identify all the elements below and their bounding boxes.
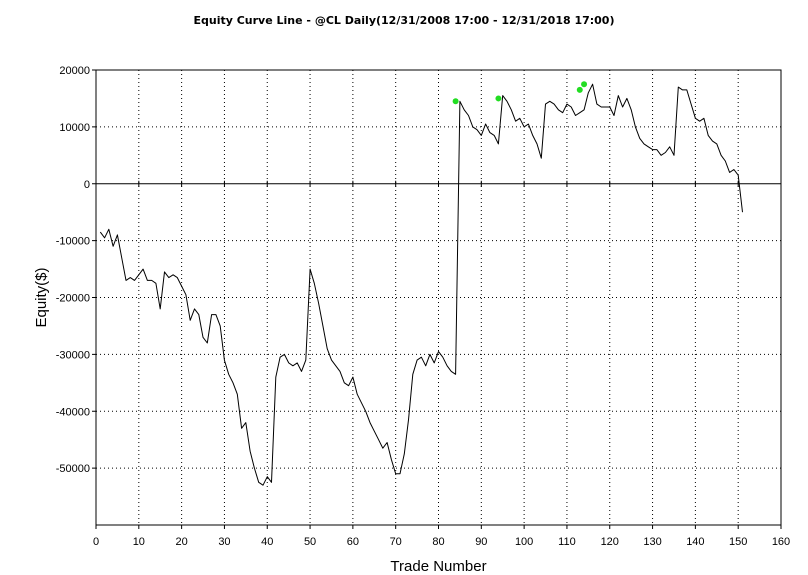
x-tick-label: 110 <box>558 536 576 548</box>
x-tick-label: 100 <box>515 536 533 548</box>
y-tick-label: 0 <box>84 179 90 191</box>
new-high-point <box>576 86 583 93</box>
equity-line <box>99 83 743 486</box>
y-tick-label: 20000 <box>59 65 90 77</box>
x-tick-label: 160 <box>772 536 790 548</box>
x-tick-label: 70 <box>390 536 402 548</box>
series-layer <box>99 83 743 486</box>
y-tick-label: -30000 <box>56 349 90 361</box>
x-tick-label: 30 <box>218 536 230 548</box>
x-tick-label: 80 <box>432 536 444 548</box>
tick-labels: 0 10 20 30 40 50 60 70 80 90 100 110 120 130 140 150 160… <box>56 65 790 548</box>
x-tick-label: 10 <box>133 536 145 548</box>
x-tick-label: 20 <box>176 536 188 548</box>
y-axis-title: Equity($) <box>33 267 50 327</box>
x-tick-label: 130 <box>643 536 661 548</box>
x-tick-label: 150 <box>729 536 747 548</box>
x-tick-label: 140 <box>686 536 704 548</box>
x-tick-label: 0 <box>93 536 99 548</box>
grid <box>96 70 781 525</box>
y-tick-label: -20000 <box>56 293 90 305</box>
x-tick-label: 90 <box>475 536 487 548</box>
highlight-points <box>452 81 588 105</box>
chart-title: Equity Curve Line - @CL Daily(12/31/2008… <box>193 14 615 27</box>
y-tick-label: 10000 <box>59 122 90 134</box>
new-high-point <box>581 81 588 88</box>
x-axis-title: Trade Number <box>390 558 486 575</box>
x-tick-label: 120 <box>601 536 619 548</box>
y-tick-label: -40000 <box>56 406 90 418</box>
y-tick-label: -10000 <box>56 236 90 248</box>
x-tick-label: 50 <box>304 536 316 548</box>
x-tick-label: 40 <box>261 536 273 548</box>
x-tick-label: 60 <box>347 536 359 548</box>
new-high-point <box>495 95 502 102</box>
axis-ticks <box>92 69 782 529</box>
y-tick-label: -50000 <box>56 463 90 475</box>
new-high-point <box>452 98 459 105</box>
